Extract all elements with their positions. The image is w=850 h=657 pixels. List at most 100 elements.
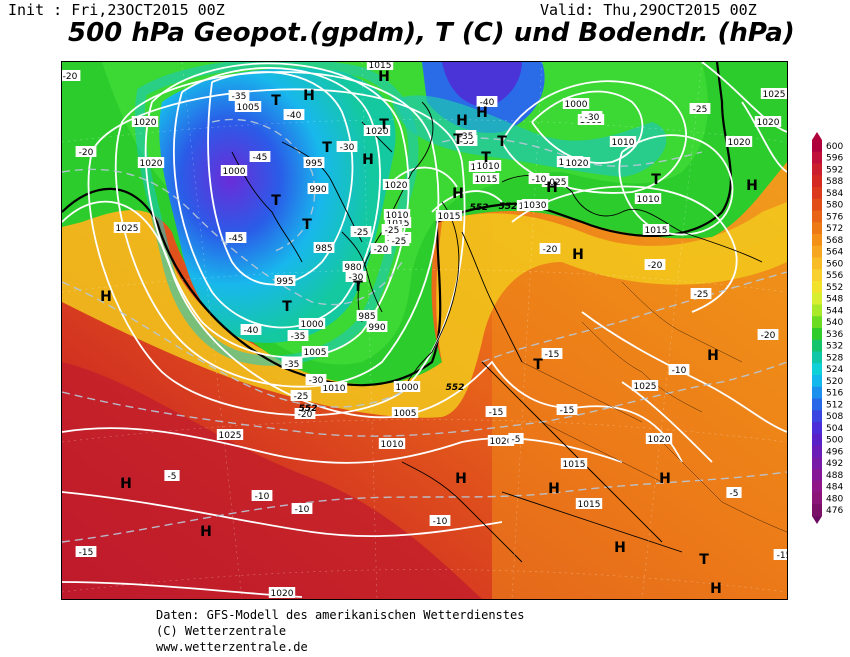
low-pressure-marker: T — [322, 140, 332, 156]
legend-value: 584 — [826, 189, 843, 199]
isobar_labels-label: 1020 — [385, 181, 408, 191]
temp_labels-label: -15 — [79, 548, 94, 558]
legend-value: 488 — [826, 471, 843, 481]
isobar_labels-label: 990 — [368, 323, 385, 333]
isobar_labels-label: 1020 — [648, 435, 671, 445]
legend-swatch — [812, 363, 822, 376]
label-box — [281, 358, 303, 369]
isobar_labels-label: 1015 — [475, 175, 498, 185]
low-pressure-marker: T — [497, 134, 507, 150]
isobar_labels-label: 1020 — [566, 159, 589, 169]
label-box — [435, 210, 463, 221]
isobar_labels-label: 1020 — [134, 118, 157, 128]
legend-swatch — [812, 386, 822, 399]
label-box — [164, 470, 180, 481]
high-pressure-marker: H — [746, 178, 758, 194]
isobar_labels-label: 1005 — [394, 409, 417, 419]
legend-swatch — [812, 492, 822, 505]
label-box — [220, 165, 248, 176]
temp_labels-label: -20 — [63, 72, 78, 82]
isobar_labels-label: 1000 — [565, 100, 588, 110]
label-box — [485, 406, 507, 417]
temp_labels-label: -25 — [385, 226, 400, 236]
high-pressure-marker: H — [548, 481, 560, 497]
legend-value: 560 — [826, 259, 843, 269]
legend-value: 548 — [826, 295, 843, 305]
cyan-patch-north — [392, 95, 667, 177]
label-box — [528, 173, 550, 184]
label-box — [363, 125, 391, 136]
color-scale-legend: 600 596 592 588 584 580 576 572 568 564 560 556 552 5… — [810, 132, 850, 524]
high-pressure-marker: H — [476, 105, 488, 121]
legend-swatch — [812, 398, 822, 411]
legend-swatch — [812, 304, 822, 317]
legend-swatch — [812, 316, 822, 329]
isobar_labels-label: 1020 — [366, 127, 389, 137]
label-box — [356, 310, 378, 321]
label-box — [521, 199, 549, 210]
label-box — [541, 176, 569, 187]
high-pressure-marker: H — [378, 69, 390, 85]
high-pressure-marker: H — [710, 581, 722, 597]
legend-swatch — [812, 234, 822, 247]
low-pressure-marker: T — [699, 552, 709, 568]
label-box — [689, 103, 711, 114]
high-pressure-marker: H — [452, 186, 464, 202]
label-box — [508, 433, 524, 444]
label-box — [251, 490, 273, 501]
high-pressure-marker: H — [455, 471, 467, 487]
legend-swatch — [812, 445, 822, 458]
label-box — [757, 329, 779, 340]
label-box — [274, 275, 296, 286]
isobar_labels-label: 1020 — [140, 159, 163, 169]
isobar_labels-label: 1020 — [728, 138, 751, 148]
country-borders — [521, 281, 787, 533]
legend-swatch — [812, 351, 822, 364]
valid-time-label: Valid: Thu,29OCT2015 00Z — [540, 1, 757, 19]
legend-swatch — [812, 151, 822, 164]
temp_labels-label: -30 — [349, 273, 364, 283]
geopot-label: 552 — [446, 383, 465, 393]
temp_labels-label: -5 — [512, 435, 521, 445]
legend-swatch — [812, 292, 822, 305]
weather-map: 1015 1005 1020 1020 995 1000 990 985 995 980 985 99… — [61, 61, 788, 600]
temp_labels-label: -10 — [255, 492, 270, 502]
cold-low-atlantic — [159, 68, 396, 343]
high-pressure-marker: H — [572, 247, 584, 263]
label-box — [113, 222, 141, 233]
geopot-label: 552 — [299, 404, 318, 414]
label-box — [336, 141, 358, 152]
temp_labels-label: -10 — [433, 517, 448, 527]
legend-value: 524 — [826, 365, 843, 375]
legend-swatch — [812, 187, 822, 200]
label-box — [350, 226, 372, 237]
label-box — [609, 136, 637, 147]
isobar_labels-label: 1015 — [578, 500, 601, 510]
legend-value: 564 — [826, 248, 843, 258]
label-box — [225, 232, 247, 243]
label-box — [290, 390, 312, 401]
footer-website-link[interactable]: www.wetterzentrale.de — [156, 640, 308, 654]
temp_labels-label: -40 — [480, 98, 495, 108]
legend-swatch — [812, 257, 822, 270]
legend-swatch — [812, 140, 822, 153]
label-box — [62, 70, 81, 81]
footer-copyright: (C) Wetterzentrale — [156, 624, 287, 638]
temp_labels-label: -45 — [253, 153, 268, 163]
label-box — [563, 157, 591, 168]
label-box — [754, 116, 782, 127]
isobar_labels-label: 1025 — [544, 178, 567, 188]
legend-swatch — [812, 469, 822, 482]
isobar_labels-label: 1005 — [237, 103, 260, 113]
legend-value: 600 — [826, 142, 843, 152]
geopot-552-line — [62, 62, 732, 387]
legend-value: 556 — [826, 271, 843, 281]
label-box — [320, 382, 348, 393]
isobar_labels-label: 1030 — [524, 201, 547, 211]
isobar_labels-label: 1000 — [223, 167, 246, 177]
label-box — [381, 224, 403, 235]
legend-value: 568 — [826, 236, 843, 246]
temp_labels-label: -15 — [777, 551, 787, 561]
label-box — [391, 407, 419, 418]
legend-value: 552 — [826, 283, 843, 293]
